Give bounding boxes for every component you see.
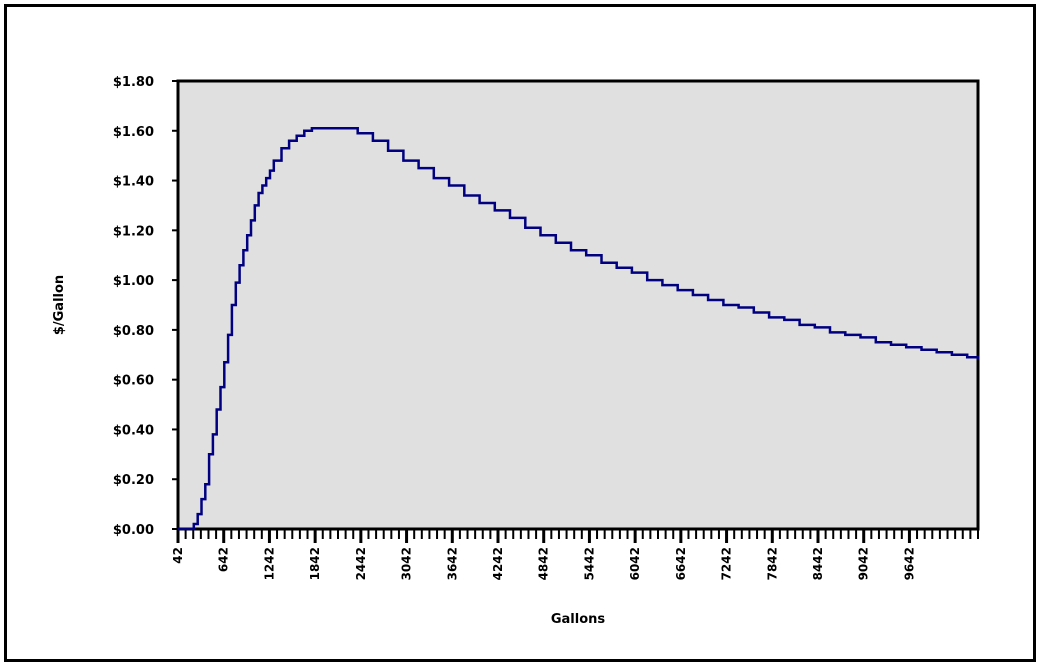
plot-area	[176, 79, 980, 531]
x-axis-minor-ticks	[177, 529, 979, 539]
x-axis-title: Gallons	[551, 612, 606, 627]
price-per-gallon-chart: $0.00 $0.20 $0.40 $0.60 $0.80 $1.00 $1.20 $1.40…	[52, 75, 980, 627]
x-tick-label: 9642	[902, 547, 916, 580]
chart-frame: $0.00 $0.20 $0.40 $0.60 $0.80 $1.00 $1.20 $1.40…	[4, 4, 1036, 662]
x-tick-label: 5442	[582, 547, 596, 580]
series-line	[178, 127, 980, 531]
y-tick-label: $1.20	[113, 224, 154, 239]
x-tick-label: 6042	[628, 547, 642, 580]
y-tick-label: $1.60	[113, 125, 154, 140]
y-axis-title: $/Gallon	[52, 275, 67, 335]
x-tick-label: 7842	[765, 547, 779, 580]
y-tick-label: $0.00	[113, 523, 154, 538]
x-tick-label: 4842	[537, 547, 551, 580]
y-tick-label: $1.40	[113, 175, 154, 190]
y-tick-label: $1.00	[113, 274, 154, 289]
x-axis-ticks: 42 642 1242 1842 2442 3042 3642 4242 4842 5442 604…	[171, 529, 916, 580]
x-tick-label: 7242	[720, 547, 734, 580]
y-axis-ticks: $0.00 $0.20 $0.40 $0.60 $0.80 $1.00 $1.20 $1.40…	[113, 75, 178, 538]
x-tick-label: 8442	[811, 547, 825, 580]
y-tick-label: $0.40	[113, 423, 154, 438]
x-tick-label: 1842	[308, 547, 322, 580]
y-tick-label: $0.80	[113, 324, 154, 339]
y-tick-label: $1.80	[113, 75, 154, 90]
x-tick-label: 9042	[857, 547, 871, 580]
x-tick-label: 1242	[262, 547, 276, 580]
x-tick-label: 4242	[491, 547, 505, 580]
x-tick-label: 642	[217, 547, 231, 572]
x-tick-label: 3642	[445, 547, 459, 580]
x-tick-label: 2442	[354, 547, 368, 580]
y-tick-label: $0.20	[113, 473, 154, 488]
x-tick-label: 3042	[400, 547, 414, 580]
y-tick-label: $0.60	[113, 374, 154, 389]
x-tick-label: 6642	[674, 547, 688, 580]
x-tick-label: 42	[171, 547, 185, 564]
